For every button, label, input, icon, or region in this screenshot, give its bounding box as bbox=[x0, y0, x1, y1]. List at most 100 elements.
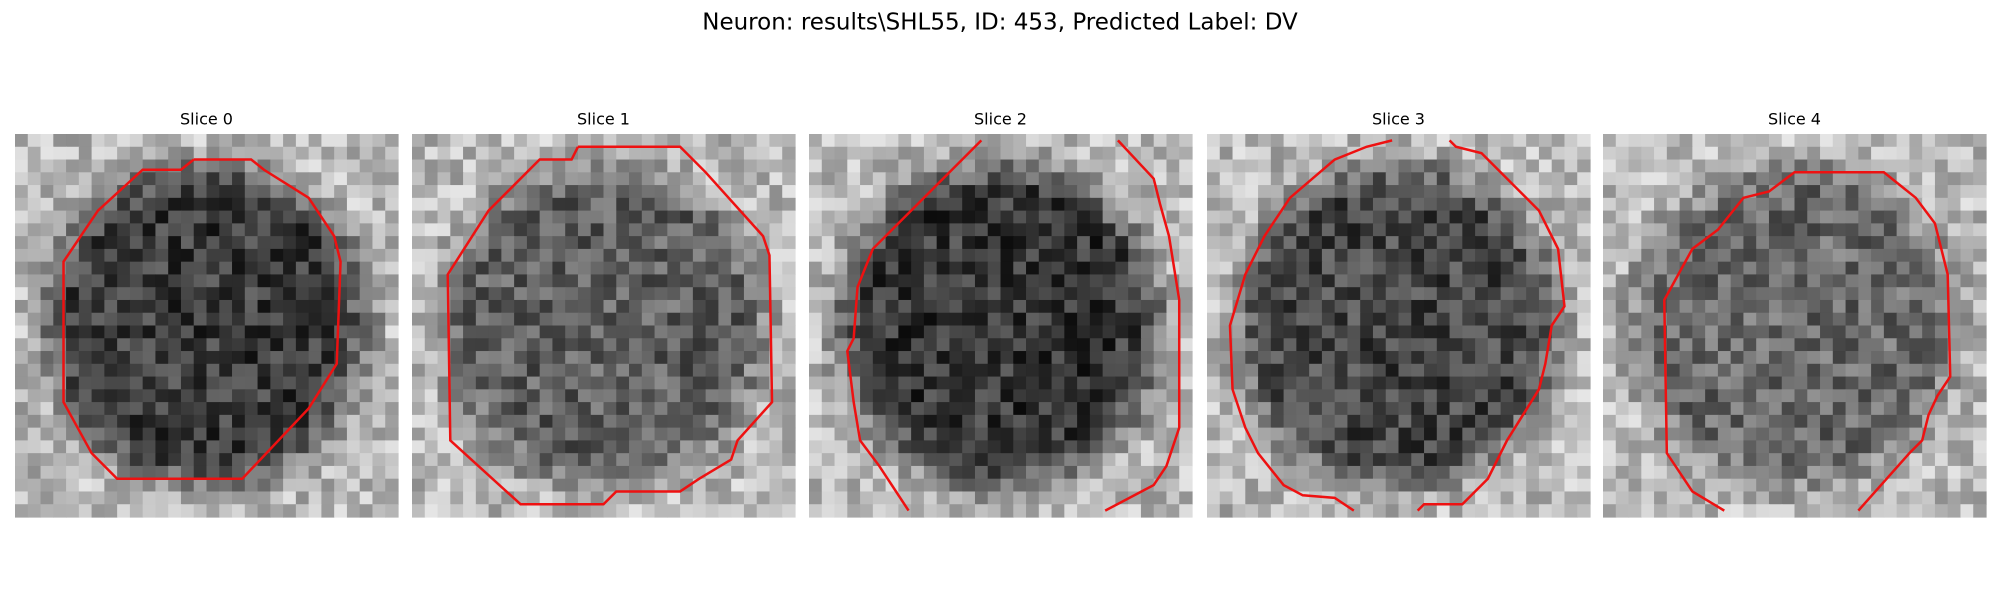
pixel bbox=[1500, 287, 1514, 301]
pixel bbox=[155, 351, 169, 365]
pixel bbox=[1845, 274, 1859, 288]
pixel bbox=[1258, 261, 1272, 276]
pixel bbox=[142, 363, 157, 378]
pixel bbox=[308, 299, 322, 314]
pixel bbox=[104, 223, 118, 237]
pixel bbox=[705, 402, 719, 416]
pixel bbox=[385, 376, 399, 390]
pixel bbox=[1513, 134, 1527, 148]
pixel bbox=[1756, 465, 1770, 480]
pixel bbox=[1487, 478, 1502, 493]
pixel bbox=[1743, 172, 1757, 186]
pixel bbox=[1038, 287, 1053, 301]
pixel bbox=[1922, 274, 1936, 288]
pixel bbox=[257, 402, 271, 416]
pixel bbox=[1000, 376, 1014, 390]
pixel bbox=[1781, 351, 1796, 365]
pixel bbox=[1960, 465, 1974, 480]
pixel bbox=[206, 197, 220, 212]
pixel bbox=[1896, 299, 1910, 314]
pixel bbox=[718, 402, 732, 416]
pixel bbox=[885, 427, 899, 441]
pixel bbox=[629, 312, 643, 327]
pixel bbox=[1603, 248, 1617, 263]
pixel bbox=[27, 465, 42, 480]
pixel bbox=[1794, 427, 1808, 441]
pixel bbox=[1179, 236, 1193, 250]
pixel bbox=[1603, 478, 1617, 493]
pixel bbox=[155, 402, 169, 416]
pixel bbox=[475, 325, 490, 339]
pixel bbox=[1960, 287, 1974, 301]
pixel bbox=[1717, 159, 1732, 173]
pixel bbox=[962, 248, 976, 263]
pixel bbox=[1603, 389, 1617, 403]
pixel bbox=[936, 146, 951, 161]
pixel bbox=[1038, 248, 1053, 263]
pixel bbox=[1666, 504, 1681, 518]
pixel bbox=[769, 363, 783, 378]
pixel bbox=[860, 363, 874, 378]
pixel bbox=[654, 325, 668, 339]
pixel bbox=[372, 236, 386, 250]
pixel bbox=[1820, 351, 1834, 365]
pixel bbox=[1666, 299, 1681, 314]
pixel bbox=[1577, 478, 1591, 493]
pixel bbox=[1179, 504, 1193, 518]
pixel bbox=[821, 376, 836, 390]
pixel bbox=[692, 504, 707, 518]
pixel bbox=[590, 351, 605, 365]
pixel bbox=[1398, 134, 1412, 148]
pixel bbox=[1794, 465, 1808, 480]
pixel bbox=[743, 159, 758, 173]
pixel bbox=[872, 299, 887, 314]
pixel bbox=[1077, 261, 1091, 276]
pixel bbox=[718, 223, 732, 237]
pixel bbox=[1538, 197, 1553, 212]
pixel bbox=[142, 248, 157, 263]
pixel bbox=[1321, 299, 1336, 314]
pixel bbox=[1768, 248, 1783, 263]
pixel bbox=[1858, 465, 1872, 480]
pixel bbox=[654, 338, 668, 352]
pixel bbox=[129, 427, 144, 441]
pixel bbox=[743, 491, 758, 505]
pixel bbox=[129, 248, 144, 263]
pixel bbox=[219, 223, 233, 237]
pixel bbox=[821, 287, 836, 301]
pixel bbox=[1628, 248, 1642, 263]
pixel bbox=[667, 351, 681, 365]
pixel bbox=[539, 440, 554, 454]
pixel bbox=[834, 236, 848, 250]
pixel bbox=[15, 478, 29, 493]
pixel bbox=[1781, 504, 1796, 518]
pixel bbox=[590, 338, 605, 352]
pixel bbox=[1756, 389, 1770, 403]
pixel bbox=[1064, 325, 1078, 339]
pixel bbox=[705, 351, 719, 365]
pixel bbox=[1115, 440, 1129, 454]
pixel bbox=[1832, 427, 1847, 441]
pixel bbox=[308, 248, 322, 263]
pixel bbox=[91, 287, 105, 301]
pixel bbox=[295, 172, 310, 186]
pixel bbox=[860, 453, 874, 467]
pixel bbox=[1577, 453, 1591, 467]
pixel bbox=[424, 172, 439, 186]
pixel bbox=[1089, 172, 1104, 186]
pixel bbox=[1807, 351, 1821, 365]
pixel bbox=[1960, 504, 1974, 518]
pixel bbox=[129, 223, 144, 237]
pixel bbox=[1781, 134, 1796, 148]
pixel bbox=[565, 414, 579, 429]
pixel bbox=[1475, 210, 1489, 224]
pixel bbox=[821, 453, 836, 467]
pixel bbox=[283, 453, 297, 467]
pixel bbox=[1385, 223, 1400, 237]
pixel bbox=[412, 236, 426, 250]
pixel bbox=[1487, 427, 1502, 441]
pixel bbox=[743, 363, 758, 378]
pixel bbox=[1500, 223, 1514, 237]
pixel bbox=[1128, 172, 1142, 186]
pixel bbox=[1321, 453, 1336, 467]
